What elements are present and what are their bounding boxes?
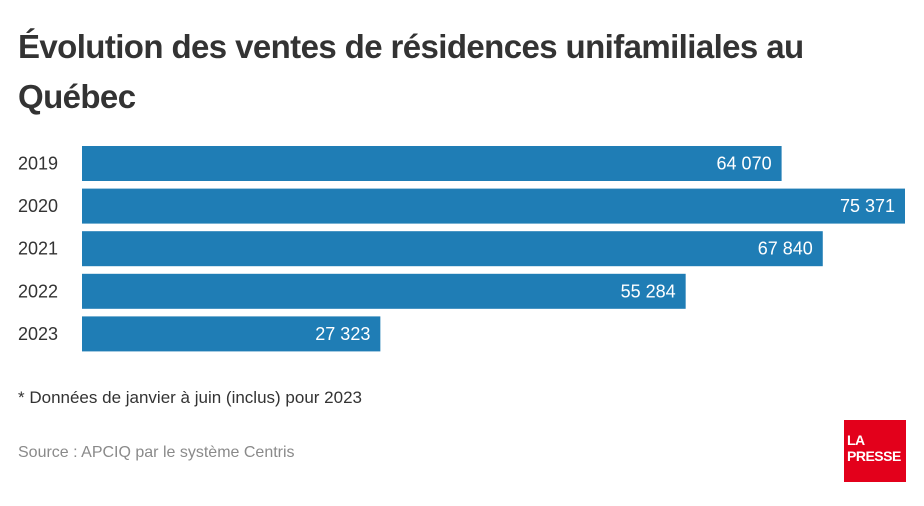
category-label: 2022 xyxy=(18,281,58,301)
bar-2023 xyxy=(82,316,381,352)
bar-2020 xyxy=(82,188,905,224)
value-label: 67 840 xyxy=(758,239,813,259)
category-label: 2020 xyxy=(18,196,58,216)
logo-line-1: LA xyxy=(847,432,865,448)
bar-2021 xyxy=(82,231,823,267)
value-label: 75 371 xyxy=(840,196,895,216)
chart-title: Évolution des ventes de résidences unifa… xyxy=(18,28,804,115)
la-presse-logo: LA PRESSE xyxy=(844,420,906,482)
category-label: 2021 xyxy=(18,239,58,259)
category-label: 2023 xyxy=(18,324,58,344)
value-label: 27 323 xyxy=(315,324,370,344)
footnote: * Données de janvier à juin (inclus) pou… xyxy=(18,388,362,407)
logo-line-2: PRESSE xyxy=(847,448,901,464)
category-label: 2019 xyxy=(18,154,58,174)
source-text: Source : APCIQ par le système Centris xyxy=(18,444,295,461)
bar-2022 xyxy=(82,273,686,309)
bar-chart: 2019 64 070 2020 75 371 2021 67 840 2022 55 284… xyxy=(18,146,905,352)
value-label: 64 070 xyxy=(717,154,772,174)
value-label: 55 284 xyxy=(621,281,676,301)
bar-2019 xyxy=(82,146,782,181)
